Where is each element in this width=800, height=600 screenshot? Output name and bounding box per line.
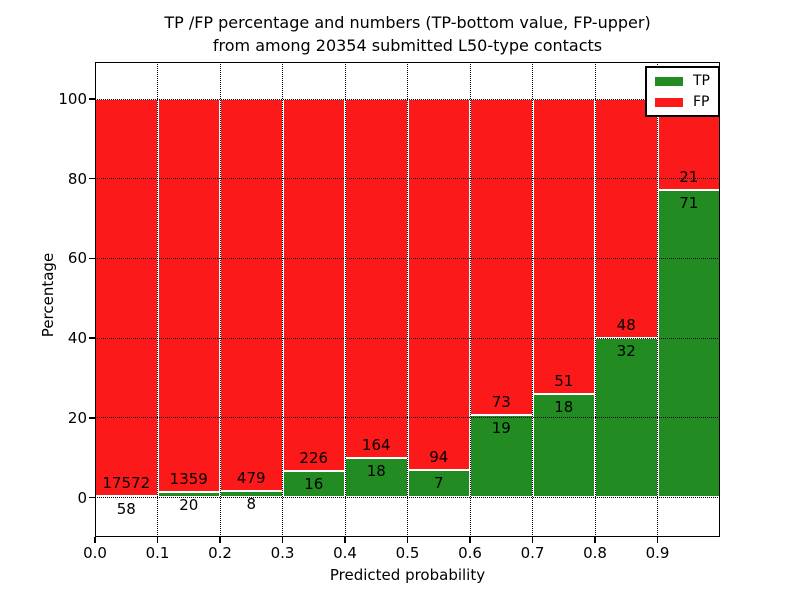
y-tick-label: 20 bbox=[67, 408, 87, 427]
x-tick-label: 0.9 bbox=[645, 544, 670, 562]
legend-row-fp: FP bbox=[655, 95, 710, 109]
legend-row-tp: TP bbox=[655, 74, 710, 88]
y-tick bbox=[89, 257, 95, 260]
x-tick-label: 0.3 bbox=[270, 544, 295, 562]
x-tick-label: 0.7 bbox=[520, 544, 545, 562]
fp-count-label: 48 bbox=[616, 316, 636, 335]
y-tick bbox=[89, 417, 95, 419]
fp-count-label: 21 bbox=[679, 167, 699, 186]
tp-bar bbox=[470, 415, 533, 498]
tp-count-label: 7 bbox=[433, 473, 444, 492]
fp-count-label: 73 bbox=[491, 393, 511, 412]
vertical-gridline bbox=[407, 62, 408, 537]
x-tick bbox=[219, 537, 221, 543]
legend-label-tp: TP bbox=[693, 73, 710, 89]
vertical-gridline bbox=[469, 62, 471, 537]
tp-count-label: 16 bbox=[304, 475, 324, 494]
chart-title: TP /FP percentage and numbers (TP-bottom… bbox=[95, 11, 720, 57]
tp-count-label: 58 bbox=[116, 500, 136, 519]
tp-count-label: 32 bbox=[616, 342, 636, 361]
x-tick bbox=[156, 537, 159, 543]
fp-bar bbox=[95, 99, 158, 497]
vertical-gridline bbox=[532, 62, 533, 537]
tp-bar bbox=[345, 458, 408, 498]
vertical-gridline bbox=[594, 62, 596, 537]
y-tick bbox=[89, 337, 95, 339]
y-tick-label: 60 bbox=[67, 249, 87, 268]
x-tick-label: 0.4 bbox=[333, 544, 357, 562]
fp-bar bbox=[407, 99, 470, 470]
tp-count-label: 71 bbox=[679, 193, 699, 212]
tp-count-label: 18 bbox=[554, 397, 574, 416]
x-tick bbox=[594, 537, 596, 543]
vertical-gridline bbox=[157, 62, 158, 537]
fp-count-label: 226 bbox=[299, 449, 329, 468]
fp-bar bbox=[282, 99, 345, 472]
vertical-gridline bbox=[219, 62, 221, 537]
y-tick bbox=[89, 177, 95, 180]
fp-count-label: 164 bbox=[361, 436, 391, 455]
x-tick bbox=[344, 537, 346, 543]
fp-count-label: 1359 bbox=[169, 469, 208, 488]
x-tick-label: 0.2 bbox=[208, 544, 232, 562]
tp-bar bbox=[657, 189, 720, 498]
fp-bar bbox=[532, 99, 595, 394]
fp-count-label: 17572 bbox=[102, 474, 151, 493]
chart-title-line1: TP /FP percentage and numbers (TP-bottom… bbox=[164, 13, 651, 32]
x-tick-label: 0.0 bbox=[83, 544, 107, 562]
x-tick-label: 0.1 bbox=[145, 544, 170, 562]
tp-count-label: 8 bbox=[246, 494, 257, 513]
fp-bar bbox=[157, 99, 220, 492]
fp-swatch-icon bbox=[655, 97, 683, 107]
x-axis-label: Predicted probability bbox=[329, 566, 486, 584]
x-tick bbox=[531, 537, 534, 543]
y-tick-label: 80 bbox=[67, 169, 87, 188]
y-tick-label: 100 bbox=[58, 90, 87, 108]
chart-title-line2: from among 20354 submitted L50-type cont… bbox=[212, 36, 603, 55]
tp-count-label: 20 bbox=[179, 495, 199, 514]
tp-swatch-icon bbox=[655, 76, 683, 86]
fp-bar bbox=[220, 99, 283, 491]
vertical-gridline bbox=[344, 62, 346, 537]
fp-bar bbox=[345, 99, 408, 459]
fp-bar bbox=[595, 99, 658, 339]
tp-bar bbox=[532, 393, 595, 498]
x-tick bbox=[281, 537, 284, 543]
x-tick bbox=[94, 537, 96, 543]
x-tick bbox=[406, 537, 409, 543]
y-tick-label: 0 bbox=[77, 488, 87, 507]
vertical-gridline bbox=[282, 62, 283, 537]
plot-area: TP FP 17572 58 1359 20 479 8 226 16 164 18 94 7 73 19 5… bbox=[58, 62, 720, 562]
tp-bar bbox=[407, 469, 470, 498]
tp-count-label: 18 bbox=[366, 462, 386, 481]
legend: TP FP bbox=[645, 66, 720, 117]
x-tick-label: 0.5 bbox=[395, 544, 420, 562]
y-tick bbox=[89, 98, 95, 100]
x-tick bbox=[469, 537, 471, 543]
x-tick bbox=[656, 537, 659, 543]
y-tick-label: 40 bbox=[67, 329, 87, 348]
x-tick-label: 0.8 bbox=[583, 544, 607, 562]
fp-count-label: 51 bbox=[554, 371, 574, 390]
y-tick bbox=[89, 496, 95, 499]
legend-label-fp: FP bbox=[693, 94, 710, 110]
x-tick-label: 0.6 bbox=[458, 544, 482, 562]
fp-count-label: 94 bbox=[429, 447, 449, 466]
fp-count-label: 479 bbox=[236, 468, 266, 487]
tp-count-label: 19 bbox=[491, 419, 511, 438]
vertical-gridline bbox=[657, 62, 658, 537]
